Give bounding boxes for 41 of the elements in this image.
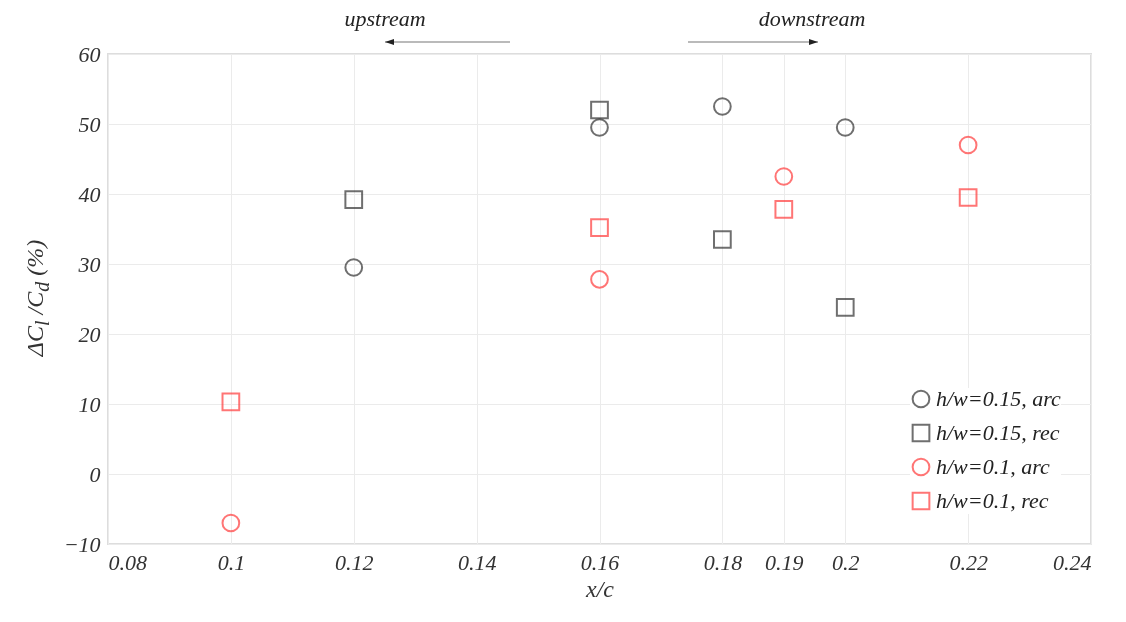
y-tick-label: 50 — [78, 111, 101, 137]
text: upstream — [344, 6, 426, 32]
y-tick-label: 10 — [78, 391, 101, 417]
point — [590, 218, 609, 237]
y-tick-label: 20 — [78, 321, 101, 347]
text: downstream — [758, 6, 866, 32]
x-tick-label: 0.16 — [580, 549, 620, 575]
point — [590, 100, 609, 120]
point — [590, 118, 609, 137]
point — [958, 135, 978, 155]
x-tick-label: 0.12 — [335, 549, 374, 575]
point — [344, 258, 364, 277]
point — [958, 188, 978, 207]
x-tick-label: 0.22 — [949, 549, 988, 575]
point — [713, 230, 732, 249]
point — [590, 270, 609, 289]
x-tick-label: 0.14 — [457, 549, 497, 575]
legend-label: h/w=0.15, arc — [936, 386, 1061, 411]
x-tick-label: 0.18 — [703, 549, 743, 575]
legend-label: h/w=0.1, rec — [936, 488, 1049, 513]
legend-label: h/w=0.1, arc — [936, 454, 1050, 479]
x-axis-title: x/c — [585, 575, 615, 602]
point — [713, 97, 732, 116]
point — [835, 118, 855, 137]
x-tick-label: 0.24 — [1053, 549, 1092, 575]
x-tick-label: 0.08 — [108, 549, 147, 575]
point — [221, 392, 241, 412]
y-tick-label: 60 — [78, 41, 101, 67]
y-tick-label: 30 — [77, 251, 101, 277]
point — [774, 200, 794, 219]
x-tick-label: 0.2 — [832, 549, 860, 575]
x-tick-label: 0.19 — [765, 549, 804, 575]
x-tick-label: 0.1 — [217, 549, 246, 575]
point — [774, 167, 794, 186]
legend-label: h/w=0.15, rec — [936, 420, 1060, 445]
point — [835, 298, 855, 317]
y-tick-label: −10 — [63, 531, 101, 557]
y-tick-label: 40 — [78, 181, 101, 207]
point — [221, 513, 241, 533]
point — [344, 190, 364, 209]
y-tick-label: 0 — [89, 461, 101, 487]
